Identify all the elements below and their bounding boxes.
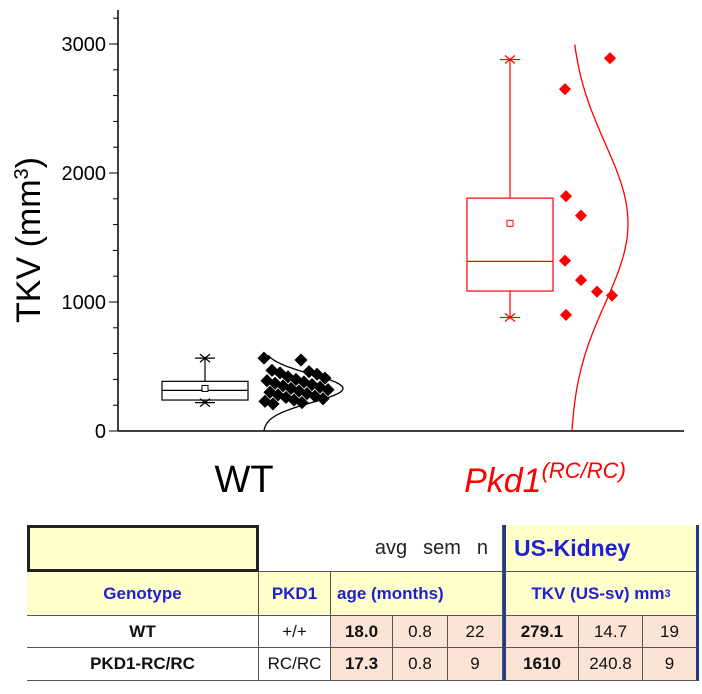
group-label-wt: WT [214, 459, 273, 501]
table-corner [27, 525, 259, 572]
data-point [318, 371, 332, 385]
col-age: age (months) [331, 572, 503, 616]
max-marker [199, 353, 211, 363]
row-wt-genotype: WT [27, 616, 259, 648]
data-point [574, 209, 588, 222]
distribution-curve [263, 354, 344, 432]
summary-table: avg sem n US-Kidney Genotype PKD1 age (m… [27, 525, 699, 685]
y-axis-label: TKV (mm3) [10, 157, 48, 323]
data-point [603, 52, 617, 65]
y-tick-label: 3000 [62, 34, 107, 56]
row-wt-pkd1: +/+ [259, 616, 331, 648]
row-pkd1-pkd1: RC/RC [259, 648, 331, 681]
row-wt-age-n: 22 [448, 616, 503, 648]
stat-sem: sem [423, 536, 461, 559]
data-point [295, 396, 309, 410]
row-wt-tkv-sem: 14.7 [579, 616, 643, 648]
data-point [605, 289, 619, 302]
max-marker [504, 55, 516, 64]
data-point [558, 83, 572, 96]
tkv-box-chart: 0 1000 2000 3000 TKV (mm3) WT Pkd1(RC/RC) [10, 10, 684, 501]
row-pkd1-tkv-avg: 1610 [503, 648, 579, 681]
row-pkd1-tkv-n: 9 [643, 648, 699, 681]
row-wt-tkv-avg: 279.1 [503, 616, 579, 648]
data-point [294, 353, 308, 367]
group-0 [161, 351, 344, 432]
y-tick-label: 1000 [62, 292, 107, 314]
col-genotype: Genotype [27, 572, 259, 616]
stat-avg: avg [374, 536, 408, 559]
group-label-pkd1: Pkd1(RC/RC) [464, 458, 626, 500]
col-tkv-label: TKV (US-sv) mm [531, 583, 665, 603]
y-tick-label: 2000 [62, 163, 107, 185]
data-point [558, 254, 572, 267]
iqr-box [466, 197, 554, 292]
min-marker [504, 313, 516, 322]
mean-marker [201, 384, 209, 392]
data-point [559, 190, 573, 203]
row-pkd1-genotype: PKD1-RC/RC [27, 648, 259, 681]
col-tkv: TKV (US-sv) mm 3 [503, 572, 699, 616]
stat-n: n [476, 536, 488, 559]
data-point [559, 308, 573, 321]
row-wt-age-sem: 0.8 [393, 616, 448, 648]
data-point [266, 397, 280, 411]
row-pkd1-age-avg: 17.3 [331, 648, 393, 681]
row-wt-tkv-n: 19 [643, 616, 699, 648]
group-1 [466, 44, 629, 432]
distribution-curve [571, 44, 629, 432]
data-point [321, 383, 335, 397]
data-point [316, 392, 330, 406]
data-point [574, 274, 588, 287]
chart-marks [161, 44, 629, 432]
row-pkd1-age-n: 9 [448, 648, 503, 681]
section-title: US-Kidney [503, 525, 699, 572]
row-pkd1-tkv-sem: 240.8 [579, 648, 643, 681]
y-tick-label: 0 [95, 421, 106, 443]
row-pkd1-age-sem: 0.8 [393, 648, 448, 681]
col-tkv-sup: 3 [664, 587, 671, 600]
col-pkd1: PKD1 [259, 572, 331, 616]
mean-marker [506, 219, 514, 227]
data-point [257, 351, 271, 365]
axes: 0 1000 2000 3000 [62, 10, 684, 443]
data-point [590, 285, 604, 298]
stat-header-row: avg sem n [259, 525, 503, 572]
row-wt-age-avg: 18.0 [331, 616, 393, 648]
